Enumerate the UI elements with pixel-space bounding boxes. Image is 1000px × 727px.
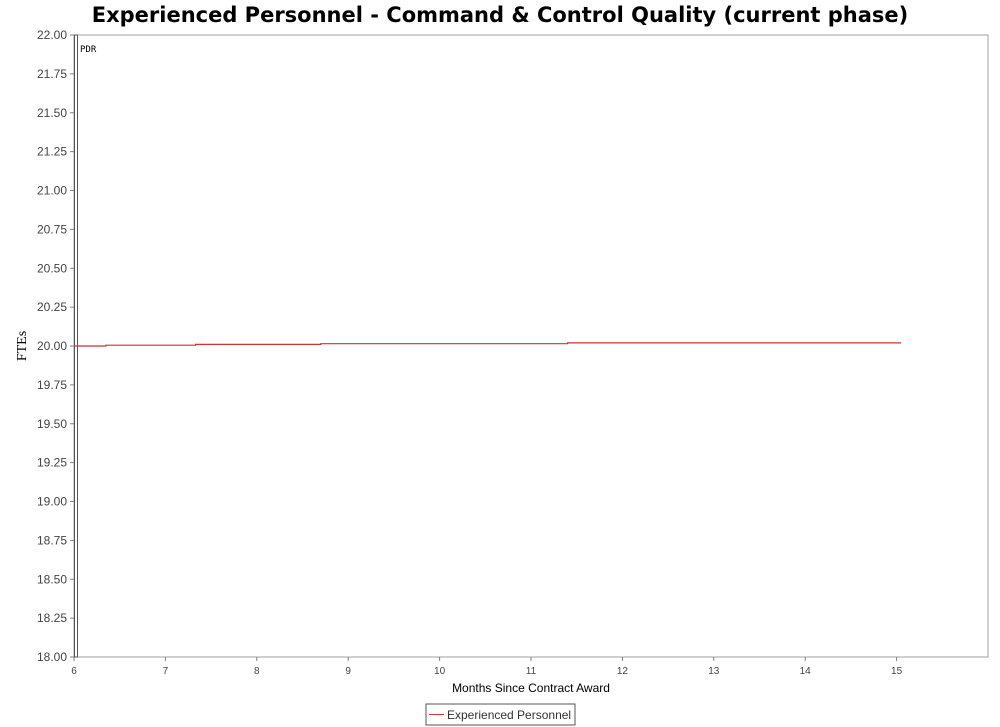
y-axis-ticks: 18.00 18.25 18.50 18.75 19.00 19.25 19.50 19.75… — [37, 28, 74, 664]
x-axis-label: Months Since Contract Award — [452, 681, 610, 695]
x-tick-label: 9 — [345, 666, 351, 677]
legend-label-experienced-personnel: Experienced Personnel — [447, 708, 571, 722]
y-tick-label: 21.50 — [37, 106, 67, 120]
y-tick-label: 19.25 — [37, 456, 67, 470]
y-tick-label: 19.00 — [37, 495, 67, 509]
y-tick-label: 18.25 — [37, 611, 67, 625]
y-tick-label: 22.00 — [37, 28, 67, 42]
y-tick-label: 20.50 — [37, 261, 67, 275]
series-line-experienced-personnel — [74, 342, 902, 347]
plot-area — [73, 34, 989, 658]
x-tick-label: 12 — [617, 666, 629, 677]
x-tick-label: 8 — [254, 666, 260, 677]
x-tick-label: 6 — [71, 666, 77, 677]
y-tick-label: 20.75 — [37, 222, 67, 236]
y-tick-label: 18.75 — [37, 533, 67, 547]
y-tick-label: 19.50 — [37, 417, 67, 431]
y-tick-label: 21.00 — [37, 184, 67, 198]
legend: Experienced Personnel — [425, 703, 576, 726]
series-group — [74, 342, 902, 347]
x-tick-label: 11 — [526, 666, 537, 677]
chart-title: Experienced Personnel - Command & Contro… — [92, 3, 909, 27]
x-tick-label: 10 — [434, 666, 446, 677]
x-axis-ticks: 6 7 8 9 10 11 12 13 14 15 — [71, 657, 903, 677]
x-tick-label: 7 — [163, 666, 169, 677]
x-tick-label: 15 — [891, 666, 903, 677]
y-tick-label: 18.00 — [37, 650, 67, 664]
x-tick-label: 13 — [708, 666, 720, 677]
marker-label-pdr: PDR — [80, 45, 97, 55]
y-tick-label: 19.75 — [37, 378, 67, 392]
y-tick-label: 21.25 — [37, 145, 67, 159]
y-tick-label: 18.50 — [37, 572, 67, 586]
legend-box — [425, 703, 576, 726]
y-axis-label: FTEs — [15, 331, 30, 361]
y-tick-label: 21.75 — [37, 67, 67, 81]
x-tick-label: 14 — [800, 666, 812, 677]
y-tick-label: 20.25 — [37, 300, 67, 314]
y-tick-label: 20.00 — [37, 339, 67, 353]
